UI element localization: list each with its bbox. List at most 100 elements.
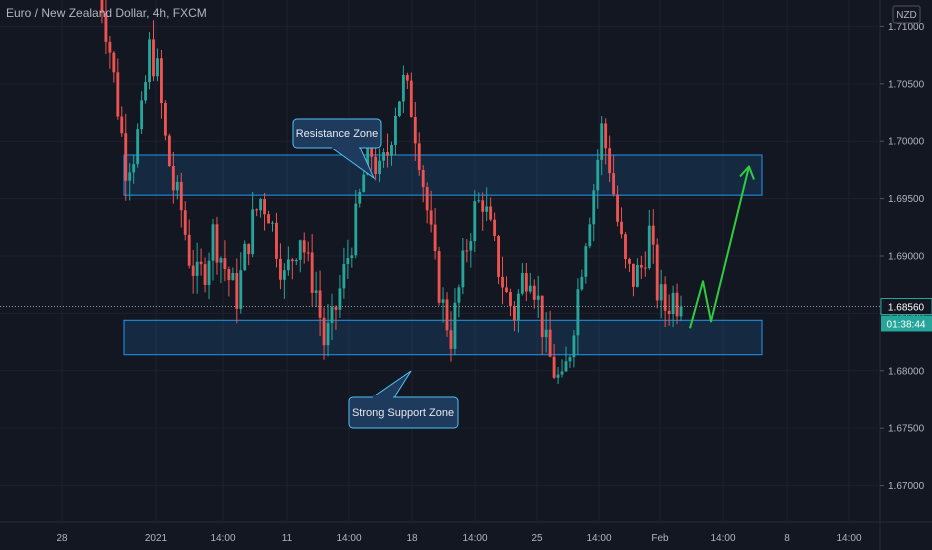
- candle-down: [608, 148, 612, 174]
- price-tick-label: 1.68000: [888, 366, 925, 377]
- candle-down: [501, 276, 504, 288]
- time-tick-label: 14:00: [210, 533, 235, 544]
- candle-up: [271, 222, 274, 224]
- zones-layer: [123, 154, 763, 356]
- candle-up: [298, 240, 302, 260]
- candle-up: [382, 152, 385, 161]
- candle-up: [286, 259, 290, 271]
- time-tick-label: 14:00: [836, 533, 861, 544]
- candle-down: [425, 187, 429, 211]
- last-price-tag: [880, 298, 932, 316]
- candle-down: [655, 244, 659, 301]
- time-axis[interactable]: 28 2021 14:00 11 14:00 18 14:00 25 14:00 Feb 14:00…: [56, 533, 862, 544]
- price-tick-label: 1.67500: [888, 424, 925, 435]
- candle-up: [294, 259, 298, 262]
- candle-down: [513, 306, 516, 321]
- candle-down: [413, 116, 417, 144]
- time-tick-label: 18: [406, 533, 418, 544]
- candle-down: [322, 317, 326, 346]
- candle-up: [358, 192, 362, 204]
- candle-up: [326, 322, 330, 346]
- candle-down: [532, 285, 536, 300]
- candle-up: [453, 302, 457, 349]
- time-tick-label: 25: [531, 533, 543, 544]
- candle-down: [667, 310, 671, 315]
- candle-up: [520, 273, 524, 294]
- candle-down: [612, 173, 616, 195]
- candle-up: [378, 160, 382, 174]
- candle-down: [374, 156, 378, 174]
- price-tick-label: 1.70000: [888, 137, 925, 148]
- candle-up: [350, 255, 354, 259]
- candle-down: [163, 103, 167, 136]
- candle-down: [429, 210, 433, 225]
- price-tags: NZD 1.68560 01:38:44: [880, 5, 932, 332]
- candle-down: [497, 235, 500, 277]
- candle-up: [568, 357, 572, 362]
- candle-down: [223, 258, 227, 270]
- candle-down: [302, 240, 306, 253]
- support-zone: [123, 319, 763, 356]
- candle-up: [401, 74, 405, 102]
- candle-up: [140, 100, 144, 130]
- candle-up: [485, 206, 489, 212]
- candle-up: [259, 199, 263, 211]
- candle-up: [659, 284, 663, 301]
- candle-down: [552, 356, 556, 378]
- candle-up: [314, 290, 318, 293]
- candle-down: [481, 200, 485, 212]
- candle-down: [199, 261, 203, 265]
- candle-down: [171, 165, 175, 191]
- forecast-path: [689, 166, 750, 329]
- candle-down: [437, 251, 441, 303]
- candle-down: [675, 292, 679, 317]
- time-tick-label: 14:00: [710, 533, 735, 544]
- candle-up: [457, 287, 461, 303]
- time-tick-label: 8: [784, 533, 790, 544]
- candles-layer: [100, 0, 683, 384]
- candle-down: [620, 221, 623, 235]
- candle-down: [433, 224, 437, 252]
- candle-up: [596, 159, 600, 191]
- candle-up: [441, 299, 445, 303]
- candle-up: [671, 292, 675, 315]
- price-axis[interactable]: 1.71000 1.70500 1.70000 1.69500 1.69000 1.685…: [880, 22, 925, 492]
- candle-down: [279, 258, 282, 280]
- currency-badge: [892, 5, 921, 24]
- candle-up: [461, 250, 465, 288]
- candle-down: [187, 234, 191, 266]
- time-tick-label: Feb: [651, 533, 669, 544]
- candle-up: [477, 200, 481, 202]
- candle-down: [235, 273, 239, 309]
- candle-down: [334, 306, 338, 310]
- candle-up: [516, 293, 520, 321]
- candle-down: [540, 295, 544, 338]
- candle-down: [417, 143, 421, 170]
- candle-up: [592, 190, 596, 225]
- forecast-arrow-head: [739, 165, 755, 180]
- candle-down: [112, 52, 116, 73]
- candle-up: [584, 246, 588, 277]
- candle-down: [275, 222, 278, 259]
- candle-down: [247, 243, 251, 255]
- candle-up: [211, 224, 215, 261]
- support-zone-label: Strong Support Zone: [352, 407, 454, 419]
- price-tick-label: 1.71000: [888, 22, 925, 33]
- candle-down: [524, 273, 528, 292]
- candle-down: [227, 269, 231, 281]
- candle-down: [255, 209, 259, 211]
- candle-down: [318, 290, 322, 318]
- candle-up: [338, 288, 342, 310]
- support-callout-seam: [373, 395, 393, 399]
- price-tick-label: 1.69000: [888, 252, 925, 263]
- candle-up: [144, 82, 148, 101]
- candle-up: [128, 172, 132, 181]
- candle-down: [628, 259, 631, 264]
- candle-down: [405, 74, 409, 81]
- candle-up: [330, 306, 334, 323]
- price-tick-label: 1.67000: [888, 481, 925, 492]
- candle-up: [132, 164, 136, 173]
- candle-up: [156, 58, 159, 77]
- candle-down: [505, 287, 508, 292]
